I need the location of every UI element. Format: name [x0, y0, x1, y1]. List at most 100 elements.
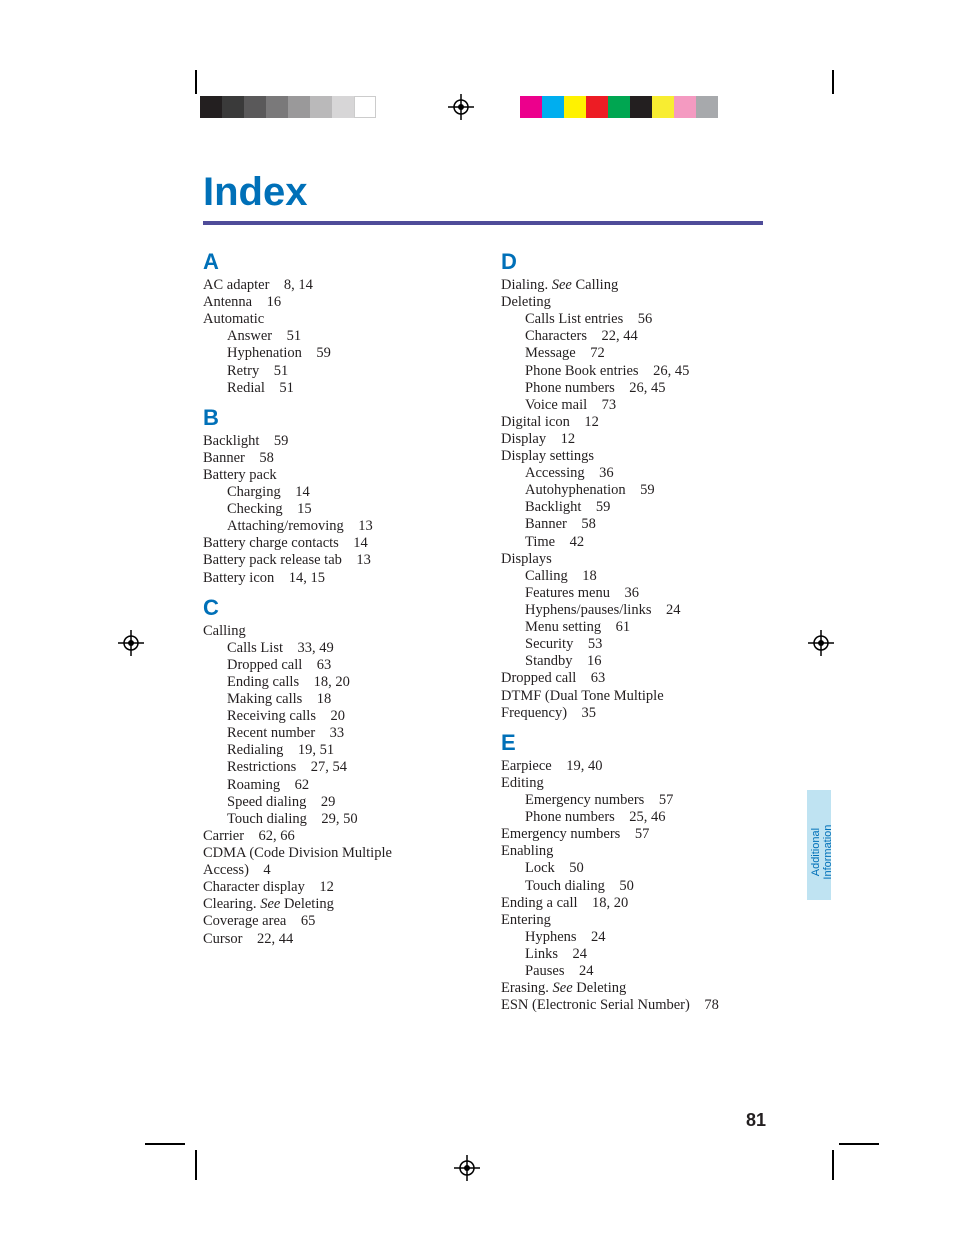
index-entry: Cursor 22, 44	[203, 931, 463, 948]
index-subentry: Ending calls 18, 20	[203, 674, 463, 691]
index-subentry: Security 53	[501, 636, 761, 653]
index-subentry: Phone Book entries 26, 45	[501, 363, 761, 380]
index-entry: Digital icon 12	[501, 414, 761, 431]
index-subentry: Answer 51	[203, 328, 463, 345]
index-entry: DTMF (Dual Tone Multiple	[501, 688, 761, 705]
crop-mark	[832, 70, 834, 94]
index-subentry: Hyphens 24	[501, 929, 761, 946]
gray-swatch	[354, 96, 376, 118]
content-area: Index A AC adapter 8, 14Antenna 16Automat…	[203, 170, 763, 1014]
index-entry: Character display 12	[203, 879, 463, 896]
page-title: Index	[203, 170, 763, 215]
index-letter: C	[203, 595, 463, 621]
index-subentry: Phone numbers 26, 45	[501, 380, 761, 397]
index-subentry: Hyphens/pauses/links 24	[501, 602, 761, 619]
index-entry: Earpiece 19, 40	[501, 758, 761, 775]
index-subentry: Retry 51	[203, 363, 463, 380]
index-column-2: DDialing. See CallingDeletingCalls List …	[501, 241, 761, 1014]
index-entry-see: Dialing. See Calling	[501, 277, 761, 294]
index-subentry: Menu setting 61	[501, 619, 761, 636]
gray-swatch	[288, 96, 310, 118]
color-bars	[200, 96, 768, 118]
index-subentry: Calls List entries 56	[501, 311, 761, 328]
index-letter: B	[203, 405, 463, 431]
index-entry: Frequency) 35	[501, 705, 761, 722]
index-entry: Emergency numbers 57	[501, 826, 761, 843]
registration-mark-icon	[808, 630, 834, 656]
index-subentry: Receiving calls 20	[203, 708, 463, 725]
index-entry: Editing	[501, 775, 761, 792]
index-entry: Automatic	[203, 311, 463, 328]
index-entry: Calling	[203, 623, 463, 640]
index-subentry: Phone numbers 25, 46	[501, 809, 761, 826]
page: Index A AC adapter 8, 14Antenna 16Automat…	[0, 0, 954, 1235]
index-subentry: Autohyphenation 59	[501, 482, 761, 499]
index-entry: Battery icon 14, 15	[203, 570, 463, 587]
section-tab: Additional Information	[807, 790, 831, 900]
gray-swatch	[266, 96, 288, 118]
index-subentry: Pauses 24	[501, 963, 761, 980]
index-entry: Battery pack release tab 13	[203, 552, 463, 569]
index-entry-see: Clearing. See Deleting	[203, 896, 463, 913]
index-entry: Entering	[501, 912, 761, 929]
index-subentry: Emergency numbers 57	[501, 792, 761, 809]
index-entry: Battery pack	[203, 467, 463, 484]
index-subentry: Calling 18	[501, 568, 761, 585]
page-number: 81	[746, 1110, 766, 1131]
index-subentry: Backlight 59	[501, 499, 761, 516]
color-swatch	[564, 96, 586, 118]
index-subentry: Voice mail 73	[501, 397, 761, 414]
index-subentry: Making calls 18	[203, 691, 463, 708]
crop-mark	[195, 1150, 197, 1180]
index-subentry: Attaching/removing 13	[203, 518, 463, 535]
index-subentry: Restrictions 27, 54	[203, 759, 463, 776]
crop-mark	[145, 1143, 185, 1145]
crop-mark	[195, 70, 197, 94]
index-entry: Ending a call 18, 20	[501, 895, 761, 912]
index-entry: Enabling	[501, 843, 761, 860]
index-entry: Banner 58	[203, 450, 463, 467]
index-entry: Access) 4	[203, 862, 463, 879]
index-letter: D	[501, 249, 761, 275]
color-swatch	[630, 96, 652, 118]
index-entry: Antenna 16	[203, 294, 463, 311]
index-subentry: Features menu 36	[501, 585, 761, 602]
index-subentry: Calls List 33, 49	[203, 640, 463, 657]
registration-mark-icon	[448, 94, 474, 120]
gray-swatch	[310, 96, 332, 118]
gray-swatch	[222, 96, 244, 118]
index-subentry: Charging 14	[203, 484, 463, 501]
index-subentry: Touch dialing 50	[501, 878, 761, 895]
index-entry: Display settings	[501, 448, 761, 465]
index-letter: A	[203, 249, 463, 275]
registration-mark-icon	[118, 630, 144, 656]
tab-line1: Additional	[810, 828, 822, 876]
index-column-1: A AC adapter 8, 14Antenna 16AutomaticAnsw…	[203, 241, 463, 1014]
index-subentry: Characters 22, 44	[501, 328, 761, 345]
color-swatch	[608, 96, 630, 118]
index-entry: CDMA (Code Division Multiple	[203, 845, 463, 862]
index-subentry: Hyphenation 59	[203, 345, 463, 362]
index-entry: Coverage area 65	[203, 913, 463, 930]
gray-swatch	[244, 96, 266, 118]
crop-mark	[832, 1150, 834, 1180]
index-entry: AC adapter 8, 14	[203, 277, 463, 294]
index-subentry: Checking 15	[203, 501, 463, 518]
index-subentry: Dropped call 63	[203, 657, 463, 674]
index-subentry: Banner 58	[501, 516, 761, 533]
index-subentry: Roaming 62	[203, 777, 463, 794]
index-subentry: Lock 50	[501, 860, 761, 877]
gray-swatch	[332, 96, 354, 118]
index-subentry: Time 42	[501, 534, 761, 551]
index-letter: E	[501, 730, 761, 756]
index-entry: Display 12	[501, 431, 761, 448]
index-columns: A AC adapter 8, 14Antenna 16AutomaticAnsw…	[203, 241, 763, 1014]
color-swatch	[696, 96, 718, 118]
color-swatch	[674, 96, 696, 118]
gray-swatch	[200, 96, 222, 118]
color-swatch	[520, 96, 542, 118]
index-subentry: Standby 16	[501, 653, 761, 670]
index-entry: ESN (Electronic Serial Number) 78	[501, 997, 761, 1014]
index-entry-see: Erasing. See Deleting	[501, 980, 761, 997]
color-swatch	[652, 96, 674, 118]
